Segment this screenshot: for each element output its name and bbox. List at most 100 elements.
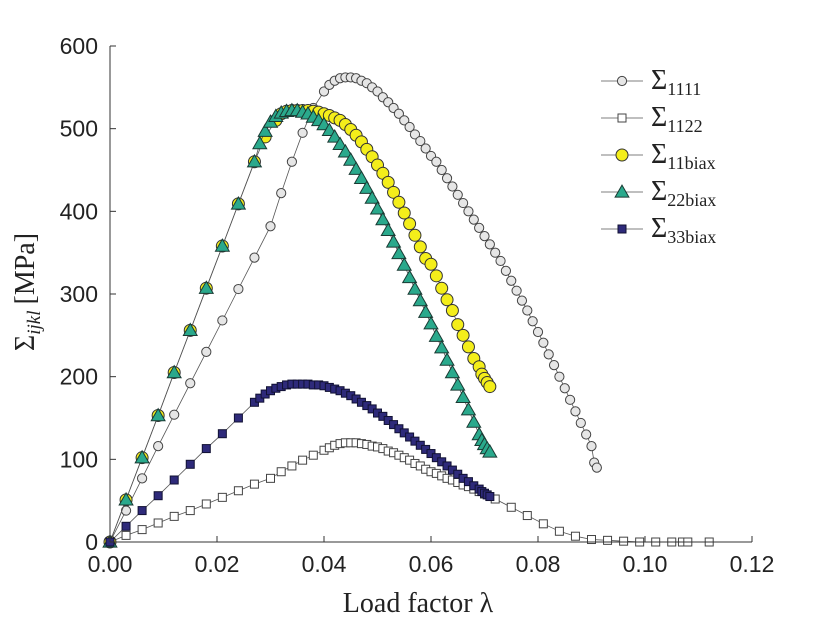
data-point: [441, 173, 453, 184]
legend-label-subscript: 22biax: [667, 190, 716, 210]
data-point: [456, 328, 470, 342]
legend-label-subscript: 1111: [667, 79, 701, 99]
data-point: [591, 462, 602, 473]
legend-label-symbol: Σ: [651, 65, 667, 96]
y-tick-label: 400: [60, 198, 98, 224]
data-point: [185, 506, 195, 516]
data-point: [424, 257, 438, 271]
data-point: [387, 185, 401, 199]
data-point: [455, 389, 471, 404]
data-point: [266, 473, 275, 483]
data-point: [265, 221, 276, 232]
legend-label-symbol: Σ: [651, 213, 667, 244]
data-point: [586, 441, 597, 452]
data-point: [201, 444, 211, 454]
data-point: [538, 337, 549, 348]
series-33biax: [105, 379, 495, 547]
data-point: [298, 455, 308, 465]
data-point: [444, 364, 461, 379]
data-point: [348, 161, 364, 175]
legend-entry-11biax: Σ11biax: [601, 139, 716, 173]
data-point: [500, 265, 511, 276]
data-point: [233, 413, 243, 423]
data-point: [337, 143, 354, 158]
legend-label: Σ1111: [651, 65, 701, 99]
data-point: [463, 206, 474, 217]
data-point: [198, 280, 215, 294]
data-point: [461, 340, 475, 354]
data-point: [246, 153, 263, 168]
x-tick-label: 0.12: [730, 551, 775, 577]
data-point: [538, 519, 548, 529]
data-point: [439, 352, 455, 366]
y-axis-title-symbol: Σ: [10, 335, 41, 351]
data-point: [417, 304, 434, 318]
data-point: [458, 197, 469, 209]
data-point: [451, 318, 465, 332]
data-point: [393, 108, 404, 119]
data-point: [257, 123, 273, 137]
data-point: [554, 371, 565, 382]
data-point: [522, 511, 532, 521]
data-point: [391, 245, 407, 260]
data-point: [603, 535, 613, 545]
data-point: [217, 429, 227, 439]
data-point: [565, 394, 576, 405]
x-tick-label: 0.04: [302, 551, 347, 577]
series-1111: [104, 72, 602, 548]
data-point: [460, 401, 477, 416]
data-point: [484, 239, 495, 250]
legend-marker: [614, 184, 630, 198]
data-point: [527, 316, 538, 327]
data-point: [137, 506, 147, 516]
x-tick-label: 0.10: [623, 551, 668, 577]
x-axis-title: Load factor λ: [343, 588, 494, 619]
data-point: [447, 181, 458, 192]
series-22biax: [102, 102, 498, 548]
data-point: [435, 281, 449, 295]
data-point: [468, 214, 479, 225]
data-point: [308, 450, 318, 460]
data-point: [415, 135, 426, 147]
data-point: [252, 135, 268, 150]
data-point: [121, 530, 131, 540]
data-point: [150, 407, 166, 422]
legend-label: Σ11biax: [651, 139, 716, 173]
data-point: [276, 467, 286, 477]
legend-label-symbol: Σ: [651, 102, 667, 133]
y-tick-label: 100: [60, 446, 98, 472]
data-point: [276, 188, 287, 199]
data-point: [342, 152, 359, 166]
data-point: [217, 492, 227, 502]
data-point: [449, 377, 466, 391]
data-point: [182, 322, 199, 337]
data-point: [433, 339, 450, 354]
y-tick-label: 600: [60, 33, 98, 59]
data-point: [423, 315, 439, 330]
data-point: [554, 526, 564, 536]
x-tick-label: 0.02: [195, 551, 240, 577]
data-point: [466, 414, 482, 428]
legend-label-subscript: 11biax: [667, 153, 715, 173]
data-point: [407, 281, 423, 295]
data-point: [359, 180, 375, 194]
legend-entry-33biax: Σ33biax: [601, 213, 716, 247]
legend-label: Σ22biax: [651, 176, 716, 210]
data-point: [532, 326, 544, 338]
data-point: [137, 525, 147, 535]
x-tick-label: 0.06: [409, 551, 454, 577]
data-point: [587, 535, 596, 545]
data-point: [420, 143, 431, 154]
y-tick-label: 500: [60, 116, 98, 142]
legend-entry-1122: Σ1122: [601, 102, 703, 136]
y-tick-label: 200: [60, 364, 98, 390]
legend-marker: [617, 113, 627, 123]
data-point: [369, 200, 386, 215]
data-point: [249, 252, 260, 263]
data-point: [326, 129, 343, 143]
data-point: [543, 349, 554, 360]
data-point: [559, 383, 570, 394]
data-point: [619, 536, 629, 546]
data-point: [201, 346, 212, 357]
